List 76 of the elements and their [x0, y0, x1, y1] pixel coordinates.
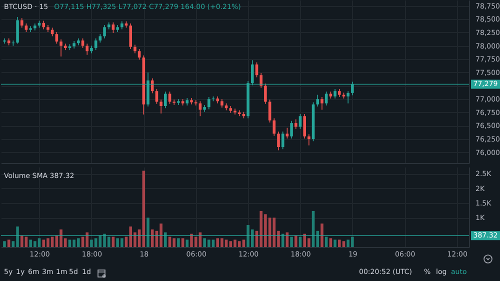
- candlestick: [260, 72, 262, 88]
- bar: [160, 224, 162, 247]
- bar: [42, 240, 46, 247]
- bar: [324, 236, 328, 247]
- bar: [242, 240, 246, 247]
- candlestick: [334, 88, 336, 99]
- candlestick: [320, 96, 324, 110]
- bar: [320, 224, 324, 247]
- bar: [177, 238, 180, 247]
- bar: [107, 236, 110, 247]
- candlestick: [234, 108, 236, 115]
- candlestick: [3, 38, 6, 44]
- candlestick: [294, 118, 298, 130]
- candlestick: [16, 16, 19, 44]
- bar: [224, 240, 228, 247]
- candlestick: [264, 83, 267, 104]
- candlestick: [160, 99, 162, 114]
- bar: [186, 240, 189, 247]
- bar: [290, 236, 293, 247]
- candlestick: [112, 22, 115, 34]
- candlestick: [150, 78, 154, 94]
- bar: [94, 238, 98, 247]
- candlestick: [60, 39, 62, 57]
- candlestick: [81, 38, 84, 48]
- bar: [38, 238, 41, 247]
- bar: [329, 238, 332, 247]
- bar: [294, 235, 298, 247]
- bar: [16, 226, 19, 247]
- bar: [150, 229, 154, 247]
- bar: [24, 236, 28, 247]
- bar: [234, 240, 236, 247]
- bar: [68, 240, 72, 247]
- bar: [7, 240, 10, 247]
- bar: [212, 240, 215, 247]
- bar: [229, 241, 232, 247]
- candlestick: [277, 131, 280, 151]
- bar: [334, 240, 336, 247]
- candlestick: [194, 100, 198, 106]
- bar: [81, 236, 84, 247]
- bar: [20, 235, 24, 247]
- bar: [342, 241, 346, 247]
- candlestick: [164, 91, 167, 109]
- candlestick: [308, 134, 310, 146]
- candlestick: [138, 48, 141, 60]
- candlestick: [281, 131, 284, 150]
- bar: [146, 218, 150, 247]
- bar: [181, 238, 184, 247]
- bar: [238, 241, 241, 247]
- candlestick: [103, 24, 106, 39]
- candlestick: [208, 96, 210, 110]
- bar: [129, 226, 132, 247]
- bar: [194, 236, 198, 247]
- bar: [272, 218, 276, 247]
- candlestick: [64, 43, 67, 50]
- candlestick: [346, 90, 350, 104]
- bar: [338, 240, 341, 247]
- candlestick: [272, 118, 276, 136]
- candlestick: [129, 23, 132, 50]
- candlestick: [268, 99, 272, 123]
- candlestick: [172, 99, 176, 106]
- bar: [3, 241, 6, 247]
- bar: [86, 232, 89, 247]
- bar: [298, 236, 302, 247]
- bar: [90, 240, 93, 247]
- bar: [172, 238, 176, 247]
- candlestick: [290, 120, 293, 139]
- candlestick: [316, 94, 320, 107]
- bar: [164, 232, 167, 247]
- candlestick: [86, 43, 89, 56]
- candlestick: [303, 114, 306, 139]
- bar: [112, 236, 115, 247]
- candlestick: [20, 18, 24, 28]
- candlestick: [298, 114, 302, 130]
- bar: [168, 236, 172, 247]
- candlestick: [286, 127, 289, 139]
- bar: [50, 236, 54, 247]
